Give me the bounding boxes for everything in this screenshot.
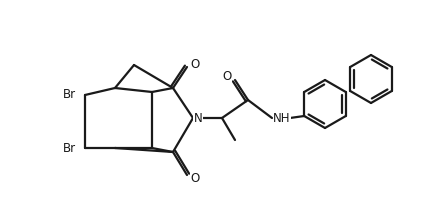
Text: O: O: [222, 69, 232, 83]
Text: Br: Br: [62, 141, 76, 154]
Text: N: N: [194, 111, 203, 124]
Text: Br: Br: [62, 88, 76, 101]
Text: O: O: [190, 58, 200, 71]
Text: NH: NH: [273, 111, 291, 124]
Text: O: O: [190, 171, 200, 184]
